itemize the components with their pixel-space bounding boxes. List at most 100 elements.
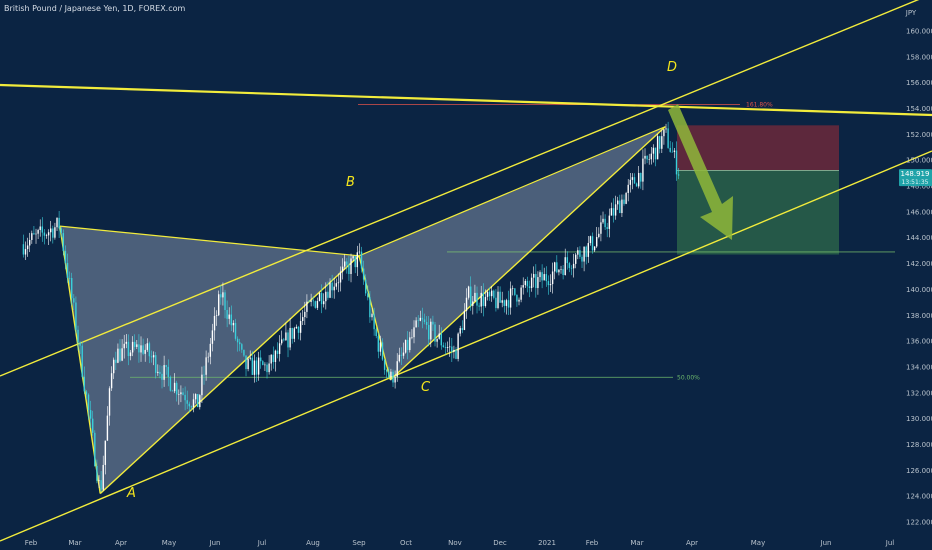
y-tick-label: 144.000: [906, 234, 932, 242]
candle: [60, 226, 62, 238]
candle: [262, 360, 264, 366]
candle-body: [375, 329, 377, 337]
candle: [428, 316, 430, 347]
candle: [295, 324, 298, 329]
candle: [486, 290, 489, 301]
candle: [467, 285, 470, 300]
y-tick-label: 158.000: [906, 53, 932, 61]
candle: [134, 334, 136, 351]
pattern-triangle-bcd: [359, 126, 666, 380]
candle-body: [316, 301, 319, 308]
candle-body: [22, 244, 25, 255]
candle-body: [251, 357, 254, 375]
candle: [386, 368, 388, 379]
candle-body: [360, 251, 363, 269]
candle-body: [331, 282, 333, 291]
candle: [474, 284, 476, 302]
candle: [312, 296, 314, 307]
y-tick-label: 124.000: [906, 493, 932, 501]
candle-body: [596, 237, 598, 247]
candle: [589, 235, 592, 246]
candle-body: [373, 313, 375, 330]
candle-body: [199, 395, 201, 408]
candle-body: [35, 233, 37, 235]
candle-body: [568, 263, 571, 268]
x-tick-label: Sep: [352, 539, 366, 547]
candle-body: [87, 394, 90, 411]
leg-ab: [99, 255, 360, 495]
candle: [631, 173, 634, 190]
candle: [478, 302, 480, 311]
candle: [293, 326, 296, 343]
candle: [560, 265, 562, 274]
candle: [671, 142, 674, 153]
candle: [558, 268, 560, 276]
candle: [564, 248, 566, 276]
candle: [255, 357, 258, 383]
candle-body: [100, 480, 102, 490]
candle: [581, 254, 583, 268]
candle-body: [215, 315, 218, 316]
candle-body: [381, 342, 384, 360]
candle-body: [234, 323, 237, 339]
candle-body: [138, 344, 140, 353]
candle-body: [648, 159, 650, 160]
candle-body: [228, 314, 230, 319]
candle: [583, 246, 585, 272]
candle: [417, 315, 419, 328]
candle: [297, 325, 300, 340]
candle: [104, 440, 107, 475]
candle: [421, 307, 424, 329]
y-tick-label: 150.000: [906, 157, 932, 165]
x-tick-label: Apr: [115, 539, 127, 547]
y-tick-label: 160.000: [906, 28, 932, 36]
candle-body: [577, 250, 579, 255]
candle: [392, 369, 394, 388]
candle: [629, 172, 632, 193]
candle-body: [75, 302, 77, 330]
candle-body: [411, 337, 413, 338]
x-tick-label: Aug: [306, 539, 320, 547]
candle: [617, 196, 619, 210]
y-tick-label: 136.000: [906, 338, 932, 346]
candle-body: [644, 155, 646, 159]
candle-body: [654, 147, 657, 160]
candle-body: [425, 321, 428, 325]
candle-body: [463, 310, 466, 330]
candle-body: [255, 360, 258, 375]
candle-body: [83, 376, 86, 392]
candle-body: [29, 239, 31, 246]
candle-body: [113, 359, 115, 374]
candle: [465, 288, 468, 319]
candle-body: [535, 274, 537, 289]
candle-body: [659, 136, 661, 149]
candle-body: [404, 339, 407, 353]
x-tick-label: Apr: [686, 539, 698, 547]
fib-50-label: 50.00%: [677, 374, 700, 381]
candle-body: [575, 254, 577, 264]
candle: [627, 179, 629, 202]
y-tick-label: 152.000: [906, 131, 932, 139]
candle-body: [230, 314, 233, 326]
candle: [398, 347, 401, 363]
candle-body: [203, 374, 205, 376]
candle-body: [274, 350, 277, 362]
candle-body: [119, 348, 121, 361]
x-tick-label: Mar: [68, 539, 81, 547]
candle: [54, 222, 56, 240]
candle-body: [144, 349, 146, 354]
candle: [337, 273, 340, 293]
candle: [463, 303, 466, 331]
candle: [459, 325, 461, 337]
candle-body: [106, 415, 109, 441]
candle: [614, 195, 617, 220]
candle-body: [446, 347, 449, 348]
candle: [354, 255, 356, 274]
candle: [77, 325, 79, 351]
candle-body: [354, 256, 356, 268]
candle-body: [470, 286, 472, 306]
wave-label-d: D: [667, 60, 677, 75]
candle: [304, 301, 306, 326]
candle-body: [266, 364, 268, 373]
